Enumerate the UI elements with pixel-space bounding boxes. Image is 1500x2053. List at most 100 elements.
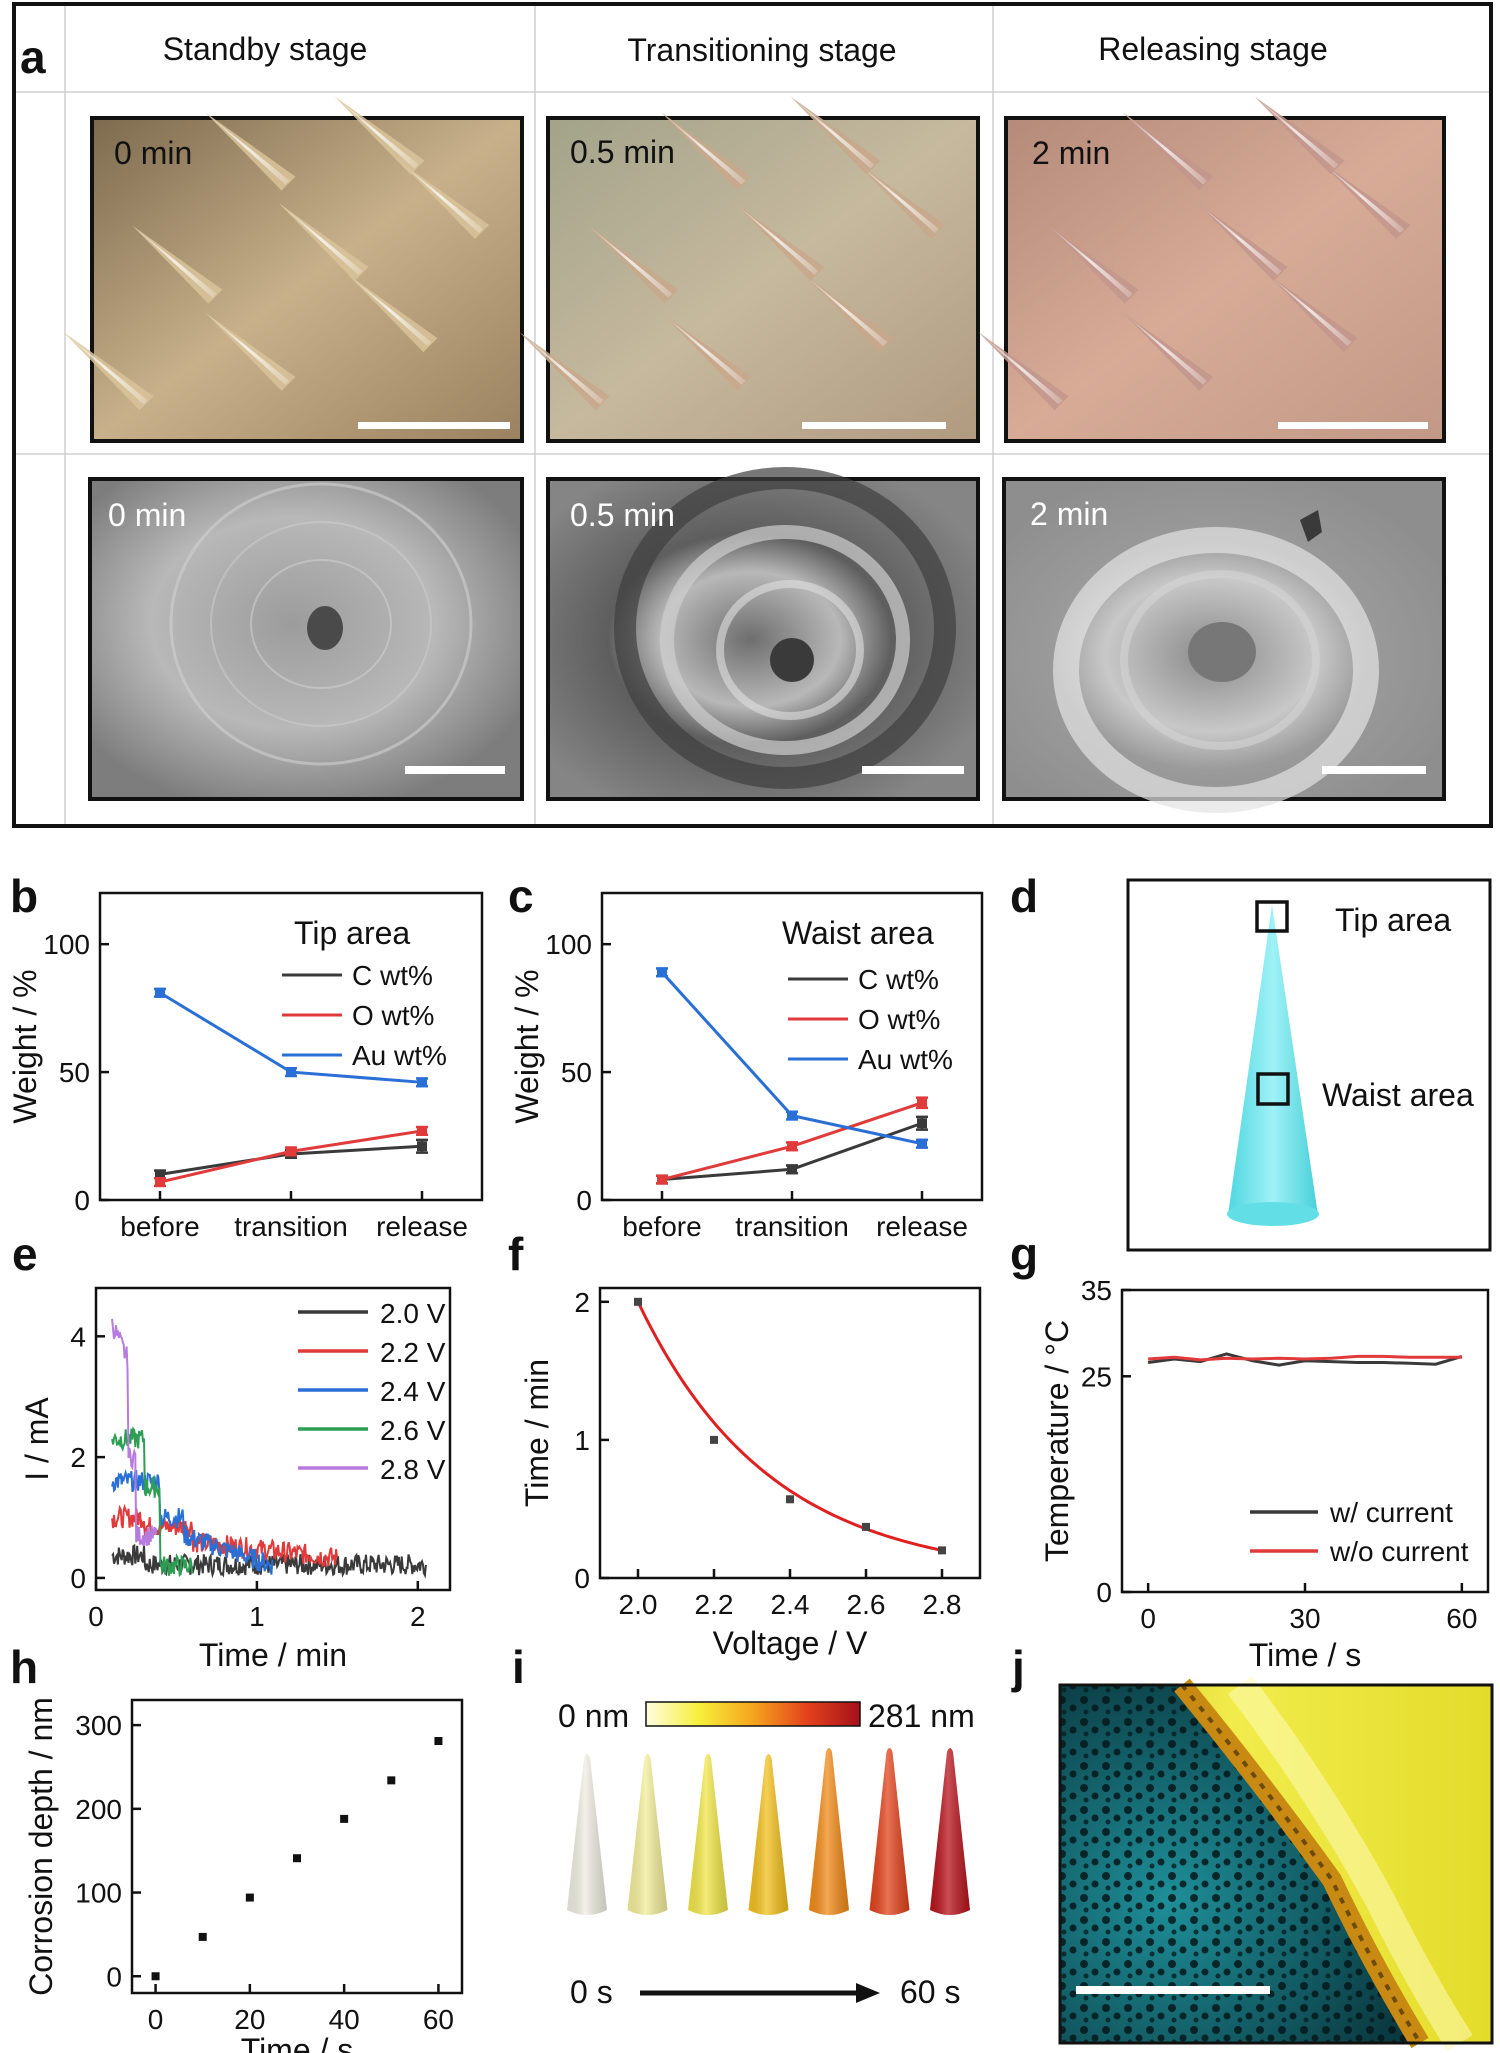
time-label: 2 min [1030,496,1108,532]
data-point [434,1737,443,1746]
x-tick-label: 0 [88,1601,104,1632]
chart-e: 0 2 4 0 1 2 2.0 V 2.2 V 2.4 V 2.6 V 2.8 V Time / mi… [19,1298,446,1673]
data-point [786,1495,794,1504]
optical-image-2min: 2 min [978,96,1446,443]
scale-bar [1076,1986,1270,1994]
series-line [111,1468,274,1575]
legend-entry: 2.2 V [380,1337,446,1368]
scale-bar [802,422,946,429]
cone-base [1227,1202,1319,1226]
data-point [787,1141,797,1152]
legend-entry: 2.0 V [380,1298,446,1329]
x-tick-label: 2.8 [923,1589,962,1620]
cone-shading [567,1754,607,1915]
y-tick-label: 35 [1081,1275,1112,1306]
time-label: 0.5 min [570,134,675,170]
y-tick-label: 2 [70,1442,86,1473]
needle-highlight [279,203,363,275]
x-tick-label: 2.2 [695,1589,734,1620]
colorbar-max-label: 281 nm [868,1698,975,1734]
data-point [293,1854,301,1863]
sem-image-2min: 2 min [1002,477,1446,813]
waist-area-box [1256,1072,1290,1106]
x-tick-label: release [876,1211,968,1242]
chart-f: 0 1 2 2.0 2.2 2.4 2.6 2.8 Voltage / V Time / min [519,1287,961,1661]
optical-image-0-5min: 0.5 min [519,96,980,443]
data-point [657,1174,667,1185]
panel-i: i 0 nm 281 nm 0 s 60 s [512,1641,975,2010]
header-standby-stage: Standby stage [163,31,368,67]
y-tick-label: 50 [59,1057,90,1088]
x-tick-label: 0 [148,2004,164,2035]
panel-e: e 0 2 4 0 1 2 2.0 V 2.2 V 2.4 V 2.6 V 2.8 V Time / … [12,1228,452,1673]
needle-highlight [206,113,290,185]
y-axis-label: Time / min [519,1359,555,1507]
scale-bar [1278,422,1428,429]
optical-image-0min: 0 min [64,96,524,443]
colorbar-min-label: 0 nm [558,1698,629,1734]
x-tick-label: 60 [423,2004,454,2035]
needle-highlight [803,274,888,347]
plot-annotation: Tip area [294,915,410,951]
header-releasing-stage: Releasing stage [1098,31,1327,67]
cone-shading [869,1748,910,1915]
y-tick-label: 50 [561,1057,592,1088]
chart-g: 0 25 35 0 30 60 w/ current w/o current Time / s T… [1039,1275,1477,1673]
data-point [387,1776,396,1785]
cone-shading [809,1748,849,1915]
legend-entry: Au wt% [858,1044,953,1075]
data-point [634,1297,642,1306]
panel-letter-f: f [508,1228,524,1280]
y-tick-label: 100 [545,929,592,960]
sem-image-0-5min: 0.5 min [546,467,980,801]
panel-h: h 0 100 200 300 0 20 40 60 Time / s Corrosion dep… [10,1641,464,2053]
fit-curve [636,1301,943,1552]
header-transitioning-stage: Transitioning stage [627,32,896,68]
y-tick-label: 100 [43,929,90,960]
panel-letter-e: e [12,1228,38,1280]
scale-bar [358,422,510,429]
arrow-start-label: 0 s [570,1974,613,2010]
cone-shading [688,1754,728,1915]
needle-highlight [1197,203,1282,276]
needle-highlight [978,332,1063,405]
time-label: 2 min [1032,135,1110,171]
y-tick-label: 4 [70,1321,86,1352]
cone-shading [748,1754,789,1915]
y-tick-label: 100 [75,1878,122,1909]
y-tick-label: 0 [574,1563,590,1594]
needle-highlight [132,226,216,298]
panel-c: c 0 50 100 before transition release C wt% O wt… [508,870,984,1242]
x-tick-label: 1 [249,1601,265,1632]
x-tick-label: 2.4 [771,1589,810,1620]
scale-bar [405,766,505,774]
plot-frame [130,1698,464,1995]
data-point [340,1814,349,1823]
sem-image-0min: 0 min [88,477,524,801]
x-tick-label: transition [234,1211,348,1242]
series-line [111,1426,194,1578]
needle-highlight [1123,312,1208,385]
plot-annotation: Waist area [782,915,934,951]
waist-area-label: Waist area [1322,1077,1474,1113]
data-point [917,1097,927,1108]
y-axis-label: I / mA [19,1397,55,1481]
legend-entry: C wt% [352,960,433,991]
y-tick-label: 2 [574,1287,590,1318]
data-point [155,987,165,998]
data-point [917,1138,927,1149]
legend-entry: O wt% [858,1004,940,1035]
x-tick-label: transition [735,1211,849,1242]
x-axis-label: Time / s [241,2032,354,2053]
time-label: 0 min [108,497,186,533]
tip-area-label: Tip area [1335,902,1451,938]
needle-highlight [399,161,483,233]
y-axis-label: Weight / % [7,969,43,1123]
needle-highlight [347,274,431,346]
legend-entry: 2.8 V [380,1454,446,1485]
panel-d: d Tip area Waist area [1010,870,1492,1252]
data-point [155,1177,165,1188]
panel-letter-d: d [1010,870,1038,922]
needle-highlight [661,112,746,185]
panel-a: a Standby stage Transitioning stage Rele… [12,2,1493,828]
